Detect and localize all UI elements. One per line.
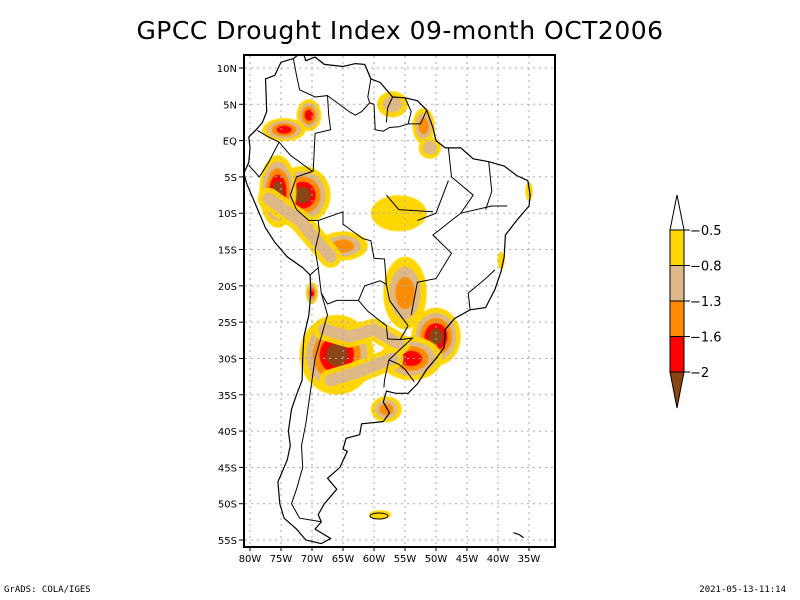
country-border [385,96,394,123]
y-tick-label: EQ [223,137,237,148]
y-tick-label: 20S [218,282,237,293]
y-tick-label: 55S [218,536,237,547]
colorbar-label: −0.5 [690,224,722,239]
colorbar: −0.5 −0.8 −1.3 −1.6 −2 [669,194,722,409]
x-tick-label: 80W [239,554,262,565]
y-tick-label: 25S [218,318,237,329]
drought-swath [324,352,399,387]
drought-contour [395,276,415,310]
colorbar-label: −2 [690,366,709,381]
x-tick-label: 75W [270,554,293,565]
colorbar-label: −1.3 [690,295,722,310]
country-border [383,359,390,388]
y-tick-label: 5S [224,173,237,184]
drought-contour [304,109,314,121]
drought-contour [383,96,403,113]
colorbar-segment [669,229,685,266]
country-border [388,337,414,361]
country-border [290,292,329,523]
footer-timestamp: 2021-05-13-11:14 [699,585,786,595]
country-border [467,269,496,310]
drought-region [370,195,427,232]
drought-contour [326,343,348,367]
drought-region [305,282,319,304]
y-tick-label: 50S [218,500,237,511]
drought-region [296,99,322,132]
drought-region [369,510,392,519]
drought-contour [294,186,311,204]
falkland-islands [369,512,389,520]
y-tick-label: 10N [217,64,237,75]
country-border [404,97,412,125]
colorbar-segment [669,300,685,337]
country-border [386,194,433,213]
chart-title: GPCC Drought Index 09-month OCT2006 [136,16,664,45]
coastline-borders [245,56,531,545]
x-tick-label: 35W [518,554,541,565]
drought-contour [379,403,394,416]
country-border [417,180,449,221]
x-tick-label: 60W [363,554,386,565]
x-tick-label: 70W [301,554,324,565]
country-border [388,359,415,383]
country-border [358,300,409,341]
country-border [485,161,493,210]
y-tick-label: 45S [218,463,237,474]
y-tick-label: 35S [218,391,237,402]
colorbar-segment [669,336,685,373]
footer-credit: GrADS: COLA/IGES [4,585,91,595]
country-border [327,95,371,116]
drought-contour [369,510,392,519]
y-tick-label: 40S [218,427,237,438]
country-border [460,205,508,214]
country-border [248,141,280,178]
drought-contour [422,141,437,155]
colorbar-segment [669,265,685,302]
drought-region [377,91,409,118]
x-tick-label: 45W [456,554,479,565]
drought-contour [428,328,444,345]
grid-lines [245,56,554,546]
country-border [364,64,428,132]
south-georgia [513,532,524,539]
y-tick-label: 15S [218,246,237,257]
drought-swath [318,323,405,350]
drought-contour [418,118,429,135]
drought-region [370,396,402,423]
drought-contour [276,125,292,134]
country-border [410,147,474,315]
colorbar-label: −0.8 [690,260,722,275]
y-tick-label: 5N [223,100,237,111]
country-border [318,211,409,327]
drought-region [418,136,441,159]
y-tick-label: 30S [218,354,237,365]
drought-contour [370,195,427,232]
x-tick-label: 40W [487,554,510,565]
drought-fill-layer [257,91,533,519]
coastline [245,56,531,545]
axis-ticks: 80W 75W 70W 65W 60W 55W 50W 45W 40W 35W 10N 5N EQ 5S 1… [217,64,541,565]
country-border [289,170,320,276]
colorbar-below-triangle [669,371,685,409]
drought-region [262,118,306,142]
x-tick-label: 55W [394,554,417,565]
colorbar-label: −1.6 [690,331,722,346]
y-tick-label: 10S [218,209,237,220]
colorbar-above-triangle [669,194,685,231]
map-frame [243,54,556,548]
x-tick-label: 50W [425,554,448,565]
country-border [317,267,387,305]
drought-contour [400,350,422,367]
x-tick-label: 65W [332,554,355,565]
